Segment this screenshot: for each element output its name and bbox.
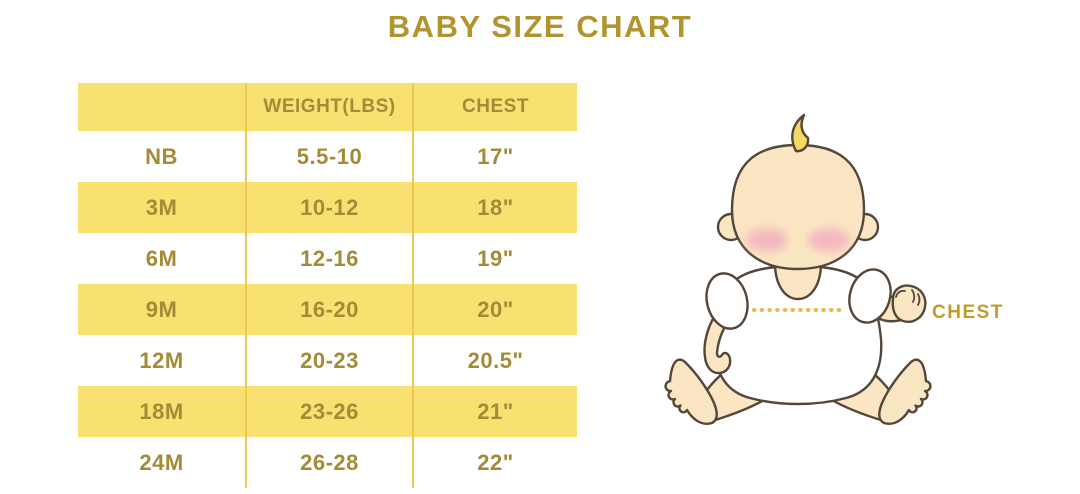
weight-cell: 16-20: [245, 284, 412, 335]
baby-arm-left: [703, 315, 732, 375]
weight-cell: 12-16: [245, 233, 412, 284]
table-row: NB 5.5-10 17": [78, 131, 577, 182]
chest-cell: 20.5": [412, 335, 577, 386]
chest-label: CHEST: [932, 302, 1004, 323]
weight-cell: 23-26: [245, 386, 412, 437]
table-row: 3M 10-12 18": [78, 182, 577, 233]
baby-sleeve-left: [705, 272, 749, 330]
header-weight-col: WEIGHT(LBS): [245, 83, 412, 131]
size-cell: 9M: [145, 296, 178, 322]
chest-cell: 22": [412, 437, 577, 488]
size-table: WEIGHT(LBS) CHEST NB 5.5-10 17" 3M 10-12…: [78, 83, 577, 488]
chest-cell: 17": [412, 131, 577, 182]
fist-knuckle-line: [917, 293, 921, 306]
size-cell: 24M: [139, 449, 184, 475]
chest-cell: 19": [412, 233, 577, 284]
table-row: 24M 26-28 22": [78, 437, 577, 488]
chest-cell: 18": [412, 182, 577, 233]
baby-cheek-right: [808, 228, 850, 252]
size-cell: 6M: [145, 245, 178, 271]
table-row: 12M 20-23 20.5": [78, 335, 577, 386]
chest-cell: 21": [412, 386, 577, 437]
header-chest-col: CHEST: [412, 83, 577, 131]
header-size-col: [78, 83, 245, 131]
baby-hair-curl: [791, 113, 810, 153]
baby-illustration: CHEST: [664, 113, 1004, 425]
chest-cell: 20": [412, 284, 577, 335]
table-row: 18M 23-26 21": [78, 386, 577, 437]
size-cell: NB: [145, 143, 178, 169]
weight-cell: 5.5-10: [245, 131, 412, 182]
fist-knuckle-line: [911, 289, 916, 303]
size-cell: 12M: [139, 347, 184, 373]
page-title: BABY SIZE CHART: [387, 9, 693, 44]
fist-thumb-line: [895, 289, 906, 298]
weight-cell: 10-12: [245, 182, 412, 233]
weight-cell: 26-28: [245, 437, 412, 488]
table-header-row: WEIGHT(LBS) CHEST: [78, 83, 577, 131]
baby-fist: [891, 284, 927, 323]
size-cell: 18M: [139, 398, 184, 424]
baby-sleeve-right: [848, 268, 892, 324]
size-cell: 3M: [145, 194, 178, 220]
baby-cheek-left: [746, 228, 788, 252]
baby-head: [730, 143, 866, 271]
weight-cell: 20-23: [245, 335, 412, 386]
table-row: 9M 16-20 20": [78, 284, 577, 335]
table-row: 6M 12-16 19": [78, 233, 577, 284]
